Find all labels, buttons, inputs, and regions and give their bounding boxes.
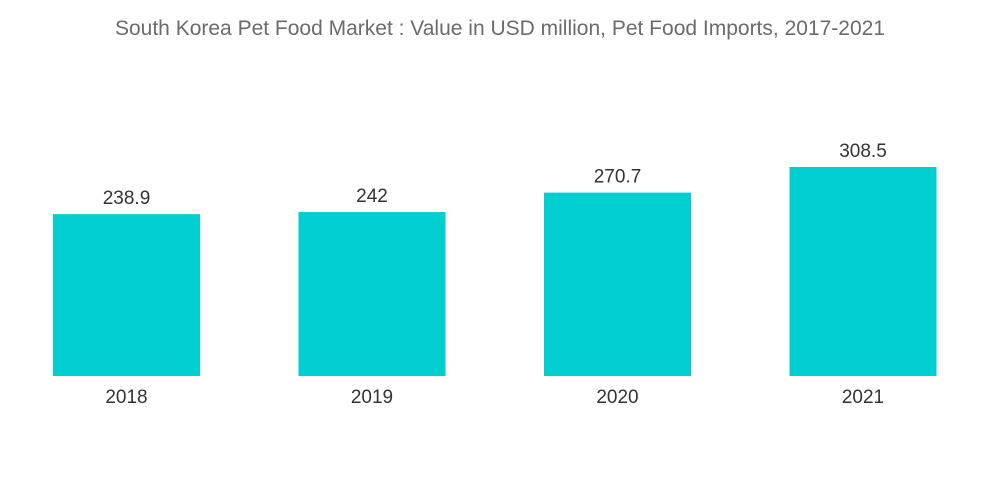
value-label-2018: 238.9: [103, 188, 151, 209]
bars-layer: [53, 167, 937, 376]
value-label-2021: 308.5: [839, 141, 887, 162]
bar-2018: [53, 214, 200, 376]
x-tick-label-2020: 2020: [596, 387, 638, 408]
bar-2020: [544, 192, 691, 376]
chart-title: South Korea Pet Food Market : Value in U…: [114, 17, 885, 40]
value-labels-layer: 238.9 242 270.7 308.5: [103, 141, 887, 209]
value-label-2020: 270.7: [594, 167, 642, 188]
tick-labels-layer: 2018 2019 2020 2021: [105, 387, 884, 408]
bar-2021: [789, 167, 937, 376]
x-tick-label-2021: 2021: [842, 387, 884, 408]
bar-2019: [298, 212, 446, 376]
x-tick-label-2018: 2018: [105, 387, 147, 408]
value-label-2019: 242: [356, 186, 388, 207]
x-tick-label-2019: 2019: [351, 387, 393, 408]
